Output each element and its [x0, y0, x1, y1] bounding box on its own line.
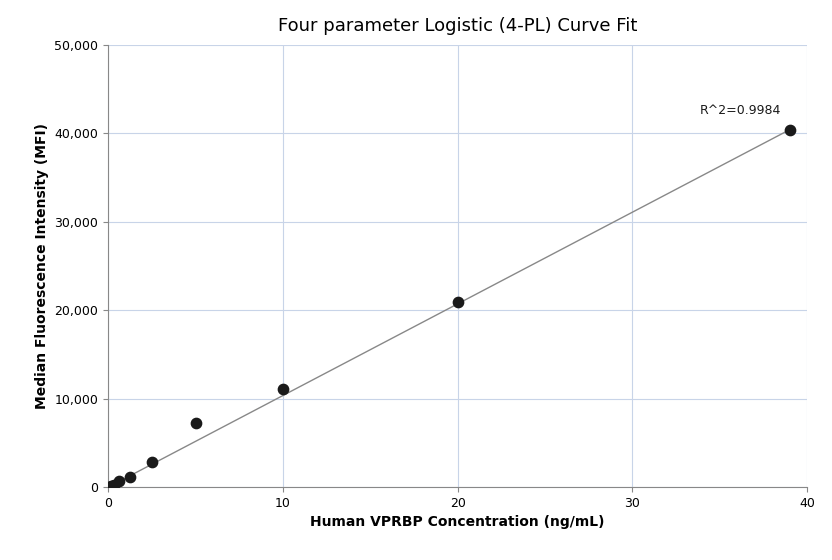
Y-axis label: Median Fluorescence Intensity (MFI): Median Fluorescence Intensity (MFI) [35, 123, 49, 409]
X-axis label: Human VPRBP Concentration (ng/mL): Human VPRBP Concentration (ng/mL) [310, 515, 605, 529]
Point [276, 385, 290, 394]
Title: Four parameter Logistic (4-PL) Curve Fit: Four parameter Logistic (4-PL) Curve Fit [278, 17, 637, 35]
Point [189, 418, 202, 427]
Text: R^2=0.9984: R^2=0.9984 [700, 104, 780, 118]
Point [103, 482, 116, 491]
Point [451, 298, 464, 307]
Point [112, 477, 126, 486]
Point [123, 472, 136, 481]
Point [146, 458, 159, 467]
Point [104, 482, 117, 491]
Point [107, 481, 121, 490]
Point [783, 125, 796, 134]
